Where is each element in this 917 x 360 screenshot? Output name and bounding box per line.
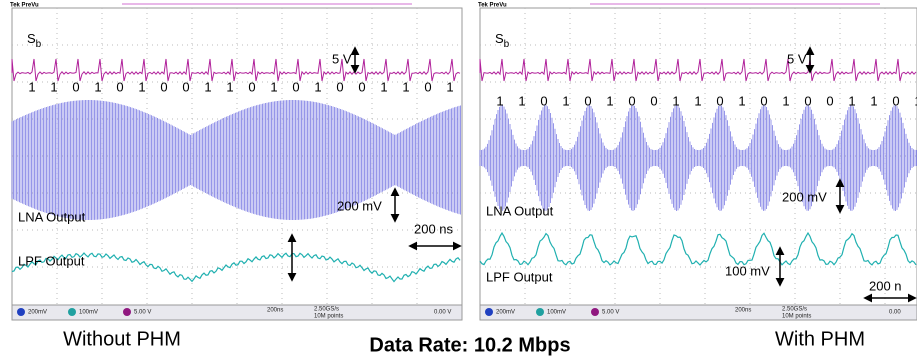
status-text: 0.00 V: [434, 310, 451, 316]
bit-label: 0: [424, 79, 431, 94]
brand: Tek PreVu: [10, 3, 39, 9]
bit-label: 0: [160, 79, 167, 94]
status-text: 10M points: [314, 314, 343, 320]
figure: Without PHM Data Rate: 10.2 Mbps With PH…: [0, 0, 917, 360]
bit-label: 1: [446, 79, 453, 94]
bit-label: 0: [358, 79, 365, 94]
time-scale: 200 ns: [414, 221, 454, 236]
bit-label: 0: [716, 93, 723, 108]
bit-label: 0: [892, 93, 899, 108]
bit-label: 1: [672, 93, 679, 108]
bit-label: 0: [804, 93, 811, 108]
status-text: 2.50GS/s: [782, 307, 807, 313]
bit-label: 0: [292, 79, 299, 94]
caption: With PHM: [775, 328, 865, 350]
status-text: 100mV: [547, 310, 566, 316]
lna-scale: 200 mV: [782, 189, 827, 204]
bit-label: 1: [870, 93, 877, 108]
status-text: 5.00 V: [602, 310, 619, 316]
signal-main: S: [27, 31, 36, 46]
bit-label: 1: [738, 93, 745, 108]
bit-label: 1: [848, 93, 855, 108]
status-text: 200mV: [496, 310, 515, 316]
signal-sub: b: [36, 39, 42, 50]
bit-label: 1: [50, 79, 57, 94]
channel-dot: [536, 308, 544, 316]
bit-label: 1: [380, 79, 387, 94]
channel-dot: [591, 308, 599, 316]
status-text: 100mV: [79, 310, 98, 316]
time-scale: 200 n: [869, 278, 902, 293]
bit-label: 1: [314, 79, 321, 94]
bit-label: 1: [270, 79, 277, 94]
brand: Tek PreVu: [478, 3, 507, 9]
bit-label: 1: [402, 79, 409, 94]
status-text: 10M points: [782, 314, 811, 320]
lpf-scale: 100 mV: [725, 263, 770, 278]
signal-sub: b: [504, 39, 510, 50]
lna-scale: 200 mV: [337, 198, 382, 213]
bit-label: 1: [94, 79, 101, 94]
bit-label: 1: [518, 93, 525, 108]
bit-label: 0: [650, 93, 657, 108]
channel-dot: [17, 308, 25, 316]
bit-label: 0: [336, 79, 343, 94]
bit-label: 1: [694, 93, 701, 108]
bit-label: 1: [496, 93, 503, 108]
status-text: 2.50GS/s: [314, 307, 339, 313]
lna-label: LNA Output: [486, 203, 554, 218]
bit-label: 0: [540, 93, 547, 108]
lpf-label: LPF Output: [18, 253, 85, 268]
status-text: 5.00 V: [134, 310, 151, 316]
bit-label: 0: [584, 93, 591, 108]
bit-label: 0: [116, 79, 123, 94]
bit-label: 0: [628, 93, 635, 108]
status-text: 0.00: [889, 310, 901, 316]
caption: Data Rate: 10.2 Mbps: [369, 334, 570, 356]
bit-label: 1: [204, 79, 211, 94]
status-text: 200ns: [267, 308, 283, 314]
bit-label: 0: [760, 93, 767, 108]
scale-label: 5 V: [787, 51, 807, 66]
bit-label: 1: [28, 79, 35, 94]
bit-label: 1: [138, 79, 145, 94]
status-text: 200ns: [735, 308, 751, 314]
caption: Without PHM: [63, 328, 181, 350]
signal-main: S: [495, 31, 504, 46]
scale-label: 5 V: [332, 51, 352, 66]
bit-label: 1: [606, 93, 613, 108]
status-text: 200mV: [28, 310, 47, 316]
bit-label: 0: [182, 79, 189, 94]
channel-dot: [68, 308, 76, 316]
channel-dot: [485, 308, 493, 316]
lpf-label: LPF Output: [486, 269, 553, 284]
bit-label: 0: [826, 93, 833, 108]
status-bar: [480, 305, 917, 320]
bit-label: 1: [782, 93, 789, 108]
bit-label: 0: [72, 79, 79, 94]
bit-label: 1: [562, 93, 569, 108]
bit-label: 0: [248, 79, 255, 94]
channel-dot: [123, 308, 131, 316]
bit-label: 1: [226, 79, 233, 94]
lna-label: LNA Output: [18, 209, 86, 224]
